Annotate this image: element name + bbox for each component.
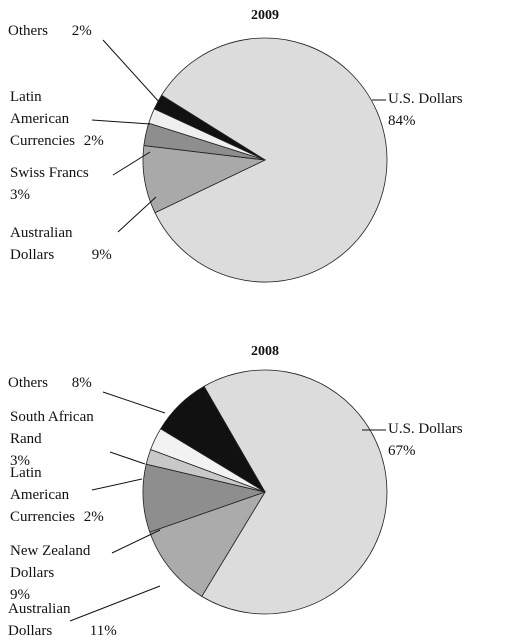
- leader-line: [102, 39, 161, 104]
- pie-slice: [154, 37, 388, 283]
- slice-label: Others 2%: [8, 20, 118, 42]
- leader-line: [69, 585, 161, 622]
- slice-value: 84%: [388, 113, 416, 129]
- slice-value: 9%: [91, 247, 112, 263]
- slice-value: 3%: [10, 453, 30, 469]
- slice-name: New Zealand Dollars: [10, 543, 91, 581]
- chart-title: 2008: [251, 344, 279, 359]
- slice-name: U.S. Dollars: [388, 91, 463, 107]
- slice-name: Latin American Currencies: [10, 89, 75, 149]
- slice-value: 9%: [10, 587, 30, 603]
- slice-value: 67%: [388, 443, 416, 459]
- slice-name: Others: [8, 375, 48, 391]
- slice-label: Swiss Francs 3%: [10, 162, 105, 206]
- slice-name: South African Rand: [10, 409, 94, 447]
- pie-slice: [160, 385, 266, 493]
- slice-label: U.S. Dollars 84%: [388, 88, 493, 132]
- slice-label: Latin American Currencies 2%: [10, 86, 130, 152]
- slice-value: 3%: [10, 187, 30, 203]
- leader-line: [112, 151, 151, 176]
- slice-label: South African Rand 3%: [10, 406, 120, 472]
- slice-value: 11%: [89, 623, 117, 639]
- slice-value: 2%: [71, 23, 92, 39]
- pie-slice: [201, 369, 388, 615]
- slice-label: Australian Dollars 9%: [10, 222, 120, 266]
- slice-value: 2%: [83, 133, 104, 149]
- leader-line: [117, 196, 157, 233]
- slice-name: Others: [8, 23, 48, 39]
- leader-line: [109, 451, 146, 465]
- leader-line: [91, 478, 143, 491]
- leader-line: [111, 529, 161, 554]
- slice-label: Latin American Currencies 2%: [10, 462, 130, 528]
- slice-label: U.S. Dollars 67%: [388, 418, 493, 462]
- slice-name: Australian Dollars: [10, 225, 73, 263]
- slice-value: 8%: [71, 375, 92, 391]
- slice-label: Australian Dollars 11%: [8, 598, 118, 642]
- slice-name: Latin American Currencies: [10, 465, 75, 525]
- slice-label: New Zealand Dollars 9%: [10, 540, 120, 606]
- chart-title: 2009: [251, 8, 279, 23]
- slice-value: 2%: [83, 509, 104, 525]
- slice-label: Others 8%: [8, 372, 118, 394]
- slice-name: U.S. Dollars: [388, 421, 463, 437]
- slice-name: Australian Dollars: [8, 601, 71, 639]
- pie-slice: [153, 94, 266, 161]
- leader-line: [102, 391, 166, 414]
- slice-name: Swiss Francs: [10, 165, 89, 181]
- leader-line: [91, 119, 151, 125]
